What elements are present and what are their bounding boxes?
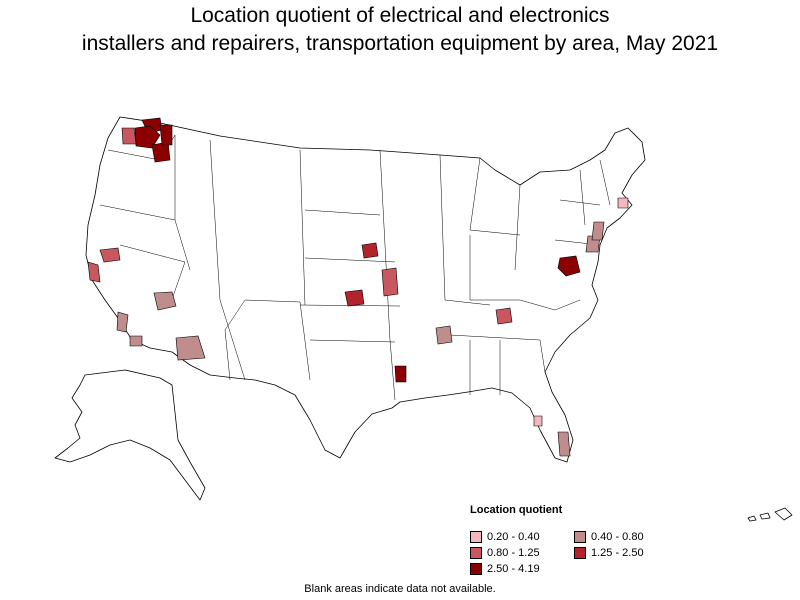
legend-label: 2.50 - 4.19 (487, 563, 540, 575)
area-omaha (361, 242, 379, 259)
legend-swatch (470, 531, 482, 543)
title-line-2: installers and repairers, transportation… (81, 32, 719, 55)
area-olympia (121, 127, 137, 145)
hawaii-island (759, 512, 771, 520)
area-san-diego (129, 335, 143, 347)
footnote: Blank areas indicate data not available. (304, 583, 496, 595)
area-washington-dc (557, 255, 581, 277)
legend-item: 0.20 - 0.40 (470, 530, 574, 544)
map-title: Location quotient of electrical and elec… (0, 2, 800, 58)
legend-item: 2.50 - 4.19 (470, 562, 574, 576)
area-boston (617, 197, 629, 209)
area-knoxville (495, 307, 513, 325)
area-tampa (533, 415, 543, 427)
area-la (116, 311, 129, 333)
area-huntsville (435, 325, 453, 345)
legend-item: 0.40 - 0.80 (574, 530, 674, 544)
area-new-jersey (591, 221, 605, 241)
hawaii-island (774, 507, 793, 521)
legend-item: 0.80 - 1.25 (470, 546, 574, 560)
area-las-vegas (153, 291, 177, 311)
area-sacramento (99, 247, 121, 263)
area-bay-area (87, 261, 101, 283)
contiguous-us-outline (85, 116, 646, 463)
legend-swatch (574, 547, 586, 559)
area-spokane (159, 124, 173, 146)
legend-label: 1.25 - 2.50 (591, 547, 644, 559)
legend-label: 0.40 - 0.80 (591, 531, 644, 543)
area-wichita (344, 289, 365, 307)
title-line-1: Location quotient of electrical and elec… (190, 4, 610, 27)
legend-swatch (574, 531, 586, 543)
legend-swatch (470, 547, 482, 559)
area-tucson (175, 335, 206, 361)
legend-item: 1.25 - 2.50 (574, 546, 674, 560)
area-kansas-city (381, 267, 399, 297)
area-palm-bay (557, 431, 571, 457)
legend-swatch (470, 563, 482, 575)
hawaii-island (747, 515, 757, 522)
area-shreveport (394, 365, 407, 383)
legend-title: Location quotient (470, 504, 563, 516)
legend-label: 0.20 - 0.40 (487, 531, 540, 543)
alaska-outline (54, 369, 206, 501)
legend-label: 0.80 - 1.25 (487, 547, 540, 559)
map-legend: Location quotient 0.20 - 0.40 0.40 - 0.8… (470, 504, 670, 576)
